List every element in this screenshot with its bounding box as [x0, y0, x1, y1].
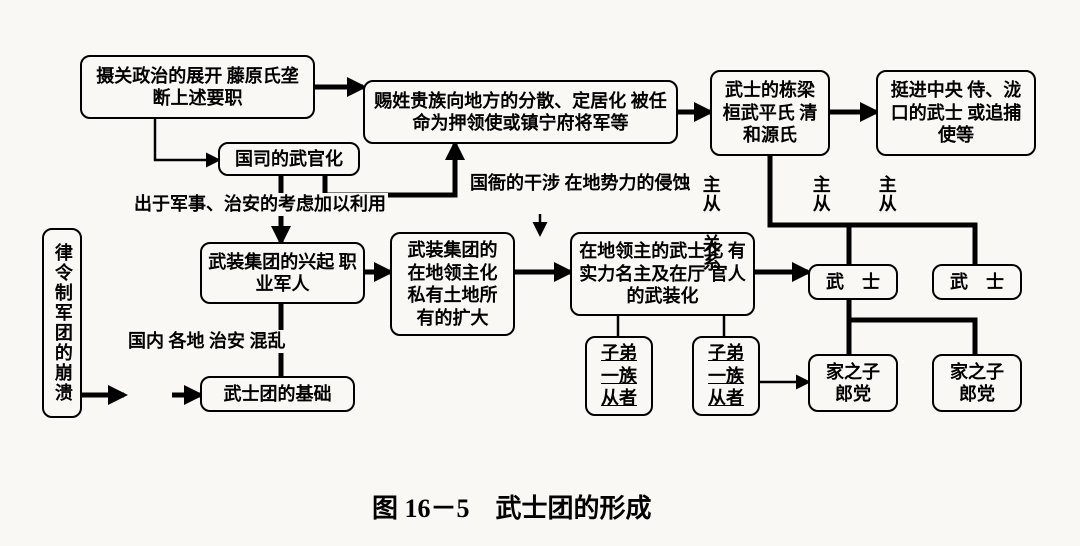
label-chian: 国内 各地 治安 混乱	[126, 330, 288, 353]
node-kokushi: 国司的武官化	[218, 142, 360, 176]
node-ienoko-a: 家之子 郎党	[808, 354, 898, 412]
node-kizoku: 赐姓贵族向地方的分散、定居化 被任命为押领使或镇宁府将军等	[363, 80, 678, 144]
figure-caption: 图 16－5 武士团的形成	[372, 488, 652, 525]
label-shuju-2: 主从	[810, 175, 830, 213]
node-ienoko-b: 家之子 郎党	[932, 354, 1022, 412]
node-shitei-a: 子弟 一族 从者	[585, 336, 653, 416]
node-sekkan: 摄关政治的展开 藤原氏垄断上述要职	[80, 55, 315, 119]
label-utilize: 出于军事、治安的考虑加以利用	[132, 193, 388, 216]
label-shuju-1: 主从 关系	[700, 175, 720, 272]
label-shuju-3: 主从	[876, 175, 896, 213]
node-shitei-b: 子弟 一族 从者	[692, 336, 760, 416]
node-buso-kiko: 武装集团的兴起 职业军人	[200, 242, 365, 304]
node-bushi-b: 武 士	[932, 264, 1022, 300]
node-chuo: 挺进中央 侍、泷口的武士 或追捕使等	[876, 70, 1036, 156]
label-kokuga: 国衙的干涉 在地势力的侵蚀	[468, 172, 693, 195]
node-bushi-a: 武 士	[808, 264, 898, 300]
node-buso-zaichi: 武装集团的 在地领主化 私有土地所 有的扩大	[390, 232, 515, 336]
node-bushidan-kiso: 武士团的基础	[200, 376, 355, 412]
node-zaichi-bushika: 在地领主的武士化 有实力名主及在厅 官人的武装化	[570, 232, 755, 316]
node-toryo: 武士的栋梁 桓武平氏 清和源氏	[710, 70, 830, 156]
node-ritsuryo: 律令制军团的崩溃	[42, 228, 82, 418]
